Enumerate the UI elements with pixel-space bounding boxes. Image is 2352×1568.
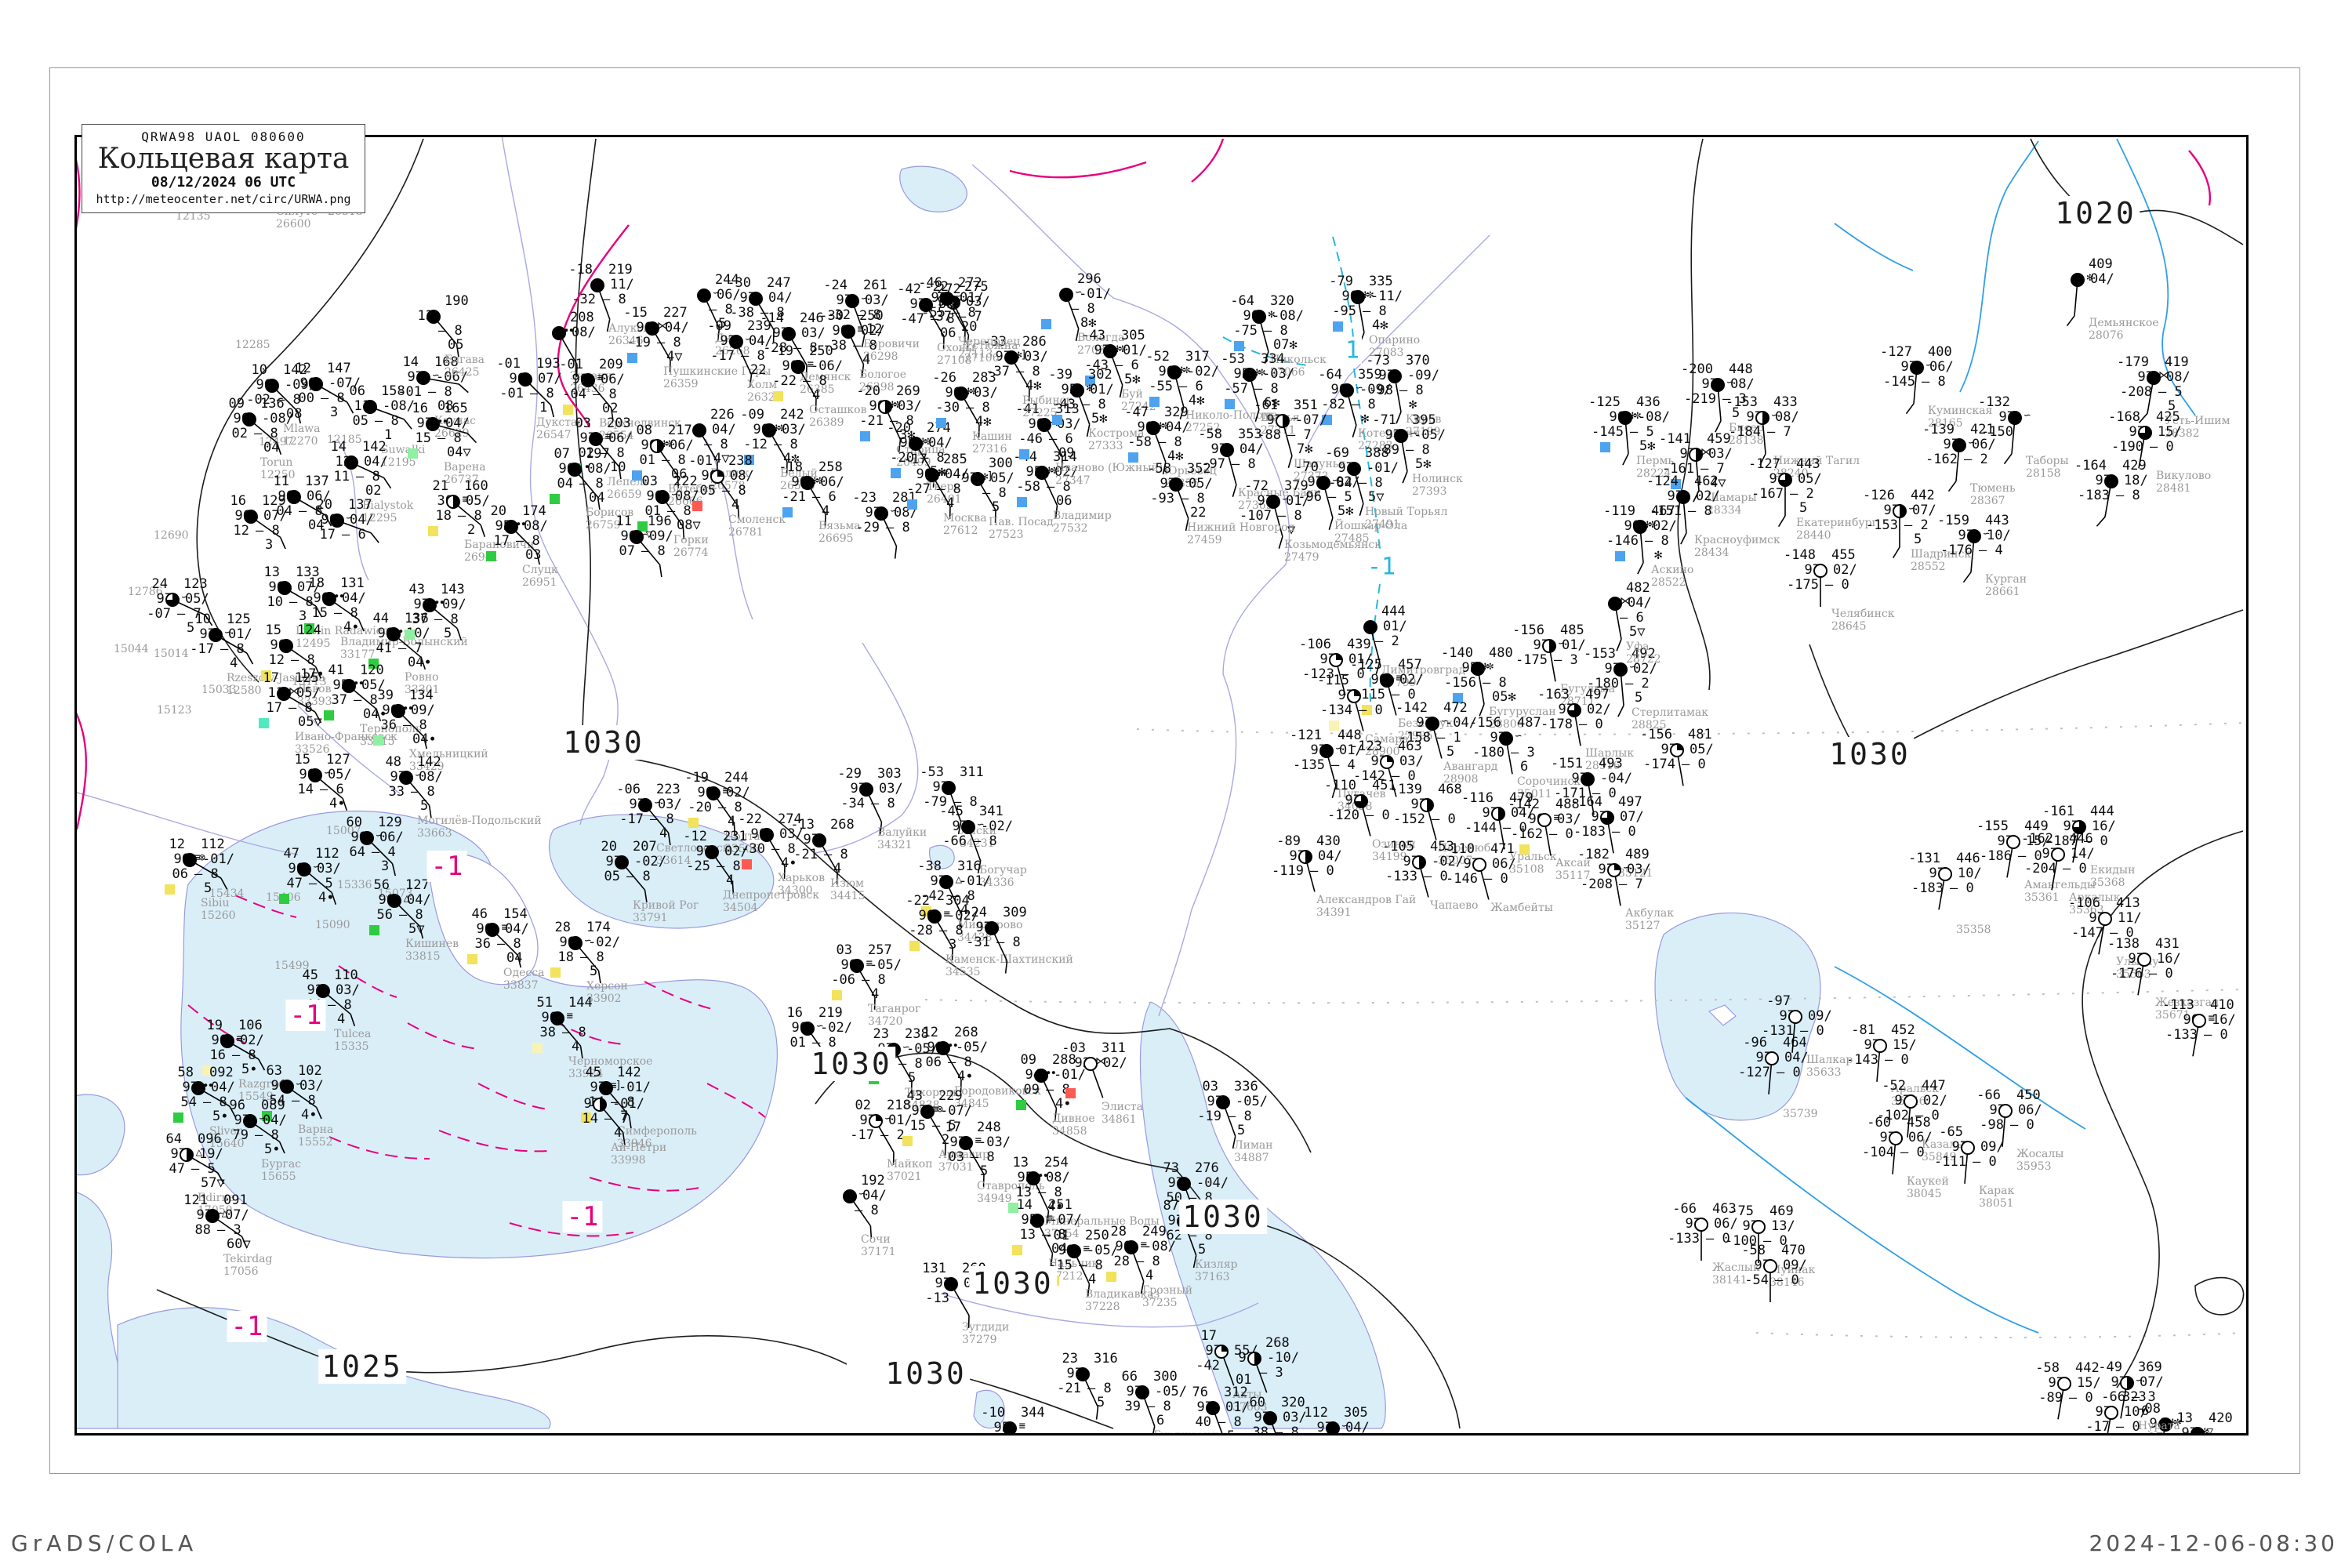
bulletin-id: QRWA98 UAOL 080600 bbox=[141, 129, 306, 144]
render-timestamp: 2024-12-06-08:30 bbox=[2089, 1530, 2338, 1556]
title-box: QRWA98 UAOL 080600 Кольцевая карта 08/12… bbox=[82, 124, 365, 213]
lake-urmia bbox=[973, 1389, 1005, 1429]
marmara-sea bbox=[77, 1094, 125, 1176]
isobar-label: 1020 bbox=[2052, 196, 2140, 230]
station-id-label: 26600 bbox=[276, 218, 311, 230]
source-url: http://meteocenter.net/circ/URWA.png bbox=[96, 192, 351, 206]
station-id-label: 15044 bbox=[114, 643, 149, 655]
station-id-label: 15336 bbox=[337, 879, 372, 891]
isobar-label: 1030 bbox=[969, 1266, 1057, 1301]
black-sea bbox=[180, 811, 778, 1259]
cyan-isolines bbox=[1222, 236, 1382, 702]
sea-of-azov bbox=[549, 814, 775, 929]
station-id-label: 12497 bbox=[259, 436, 294, 448]
graticule bbox=[924, 722, 2244, 1338]
station-id-label: 12135 bbox=[176, 210, 211, 223]
station-id-label: 12690 bbox=[154, 529, 189, 542]
station-id-label: 12786 bbox=[128, 586, 163, 598]
aral-island bbox=[1708, 1004, 1737, 1026]
isobar-label: 1030 bbox=[1826, 737, 1914, 771]
station-id-label: 12285 bbox=[235, 339, 270, 351]
map-title: Кольцевая карта bbox=[97, 143, 350, 175]
isobar-label: 1025 bbox=[318, 1349, 406, 1384]
geography-layer bbox=[77, 137, 2245, 1429]
cyan-isoline-label: 1 bbox=[1342, 336, 1363, 365]
isobar-label: 1030 bbox=[808, 1047, 895, 1081]
tsimlyansk-reservoir bbox=[929, 844, 955, 869]
aral-sea bbox=[1654, 912, 1821, 1121]
outer-border bbox=[49, 67, 2300, 1474]
water-bodies bbox=[77, 165, 1821, 1429]
station-id-label: 15499 bbox=[274, 960, 310, 972]
cyan-isoline-label: -1 bbox=[1364, 553, 1399, 581]
station-id-label: 15406 bbox=[266, 891, 301, 904]
station-id-label: 15033 bbox=[201, 684, 237, 696]
isotherm-label: -1 bbox=[227, 1311, 267, 1342]
isotherm-label: -1 bbox=[285, 1000, 326, 1031]
rivers-bright bbox=[1685, 138, 2196, 1334]
station-id-label: 15113 bbox=[292, 676, 327, 688]
isobar-label: 1030 bbox=[882, 1356, 970, 1391]
fronts bbox=[77, 138, 2212, 830]
map-frame: 1020 1030 1030 1030 1030 1030 1030 1025 -1 -1 -1 -1… bbox=[74, 135, 2249, 1436]
rybinsk-reservoir bbox=[899, 165, 967, 212]
map-datetime: 08/12/2024 06 UTC bbox=[151, 174, 296, 191]
grads-credit: GrADS/COLA bbox=[11, 1530, 198, 1556]
station-id-label: 15434 bbox=[209, 887, 245, 900]
isobar-label: 1030 bbox=[1179, 1200, 1267, 1234]
isotherm-label: -1 bbox=[562, 1201, 603, 1232]
isotherm-label: -1 bbox=[426, 851, 467, 882]
station-id-label: 15014 bbox=[154, 648, 189, 660]
station-id-label: 15123 bbox=[157, 704, 192, 717]
isobar-label: 1030 bbox=[560, 725, 648, 760]
